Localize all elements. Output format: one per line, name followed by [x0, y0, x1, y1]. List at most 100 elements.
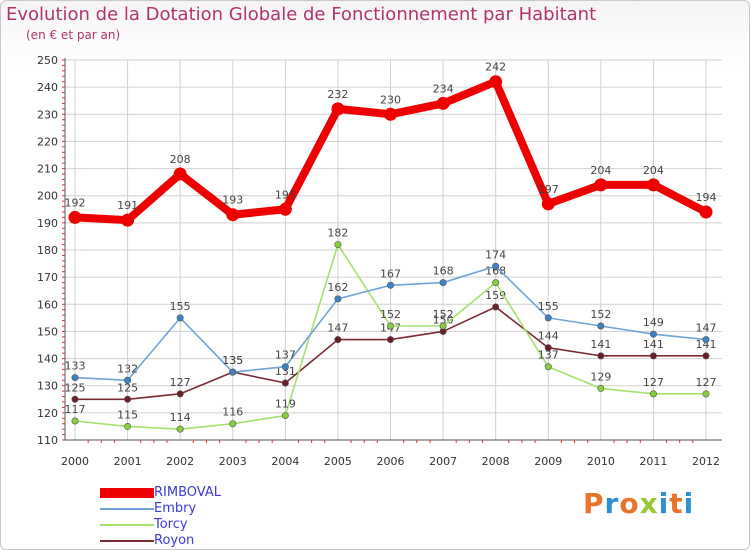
data-point-torcy: [281, 412, 289, 420]
legend-label-torcy: Torcy: [154, 517, 188, 532]
x-tick-label: 2006: [377, 455, 405, 468]
data-point-embry: [544, 314, 552, 322]
y-tick-label: 170: [37, 271, 58, 284]
y-tick-label: 120: [37, 407, 58, 420]
data-label-torcy: 127: [643, 376, 664, 389]
y-tick-label: 240: [37, 81, 58, 94]
data-label-embry: 147: [696, 322, 717, 335]
data-point-royon: [334, 336, 342, 344]
data-point-torcy: [597, 384, 605, 392]
data-label-royon: 141: [696, 338, 717, 351]
x-tick-label: 2003: [219, 455, 247, 468]
data-label-torcy: 114: [170, 411, 191, 424]
x-tick-label: 2000: [61, 455, 89, 468]
y-tick-label: 250: [37, 54, 58, 67]
data-point-embry: [71, 374, 79, 382]
data-point-royon: [492, 303, 500, 311]
data-point-rimboval: [173, 167, 187, 181]
y-tick-label: 110: [37, 434, 58, 447]
data-point-torcy: [176, 425, 184, 433]
data-label-torcy: 152: [380, 308, 401, 321]
data-label-rimboval: 204: [590, 164, 611, 177]
data-label-royon: 135: [222, 354, 243, 367]
chart-legend: RIMBOVAL Embry Torcy Royon: [100, 485, 221, 549]
data-point-rimboval: [121, 213, 135, 227]
data-label-torcy: 119: [275, 398, 296, 411]
data-point-embry: [281, 363, 289, 371]
legend-swatch-rimboval: [100, 488, 154, 498]
x-tick-label: 2011: [639, 455, 667, 468]
logo-letter: P: [583, 487, 605, 520]
data-label-royon: 144: [538, 330, 559, 343]
data-point-embry: [439, 279, 447, 287]
data-point-embry: [702, 336, 710, 344]
x-tick-label: 2012: [692, 455, 720, 468]
data-point-embry: [649, 330, 657, 338]
data-point-rimboval: [594, 178, 608, 192]
x-tick-label: 2007: [429, 455, 457, 468]
data-label-rimboval: 232: [327, 88, 348, 101]
logo-letter: o: [619, 487, 640, 520]
x-tick-label: 2009: [534, 455, 562, 468]
data-label-embry: 137: [275, 349, 296, 362]
data-label-embry: 152: [590, 308, 611, 321]
logo-letter: i: [683, 487, 695, 520]
legend-swatch-torcy: [100, 524, 154, 526]
data-point-torcy: [124, 422, 132, 430]
data-label-torcy: 117: [65, 403, 86, 416]
data-label-royon: 125: [65, 381, 86, 394]
data-label-embry: 132: [117, 362, 138, 375]
x-tick-label: 2005: [324, 455, 352, 468]
logo-letter: x: [639, 487, 659, 520]
x-tick-label: 2002: [166, 455, 194, 468]
y-tick-label: 210: [37, 163, 58, 176]
data-point-torcy: [71, 417, 79, 425]
data-label-embry: 174: [485, 248, 506, 261]
y-tick-label: 180: [37, 244, 58, 257]
x-tick-label: 2008: [482, 455, 510, 468]
data-label-royon: 147: [327, 322, 348, 335]
data-label-torcy: 115: [117, 408, 138, 421]
y-tick-label: 190: [37, 217, 58, 230]
logo-letter: i: [658, 487, 670, 520]
x-tick-label: 2010: [587, 455, 615, 468]
legend-label-royon: Royon: [154, 533, 195, 548]
data-label-embry: 167: [380, 267, 401, 280]
data-point-royon: [71, 395, 79, 403]
legend-item-rimboval: RIMBOVAL: [100, 485, 221, 501]
data-point-rimboval: [68, 210, 82, 224]
data-point-torcy: [439, 322, 447, 330]
data-label-rimboval: 193: [222, 194, 243, 207]
y-tick-label: 200: [37, 190, 58, 203]
data-point-rimboval: [331, 102, 345, 116]
data-point-torcy: [649, 390, 657, 398]
data-point-embry: [229, 368, 237, 376]
legend-item-torcy: Torcy: [100, 517, 221, 533]
y-tick-label: 220: [37, 135, 58, 148]
data-point-rimboval: [699, 205, 713, 219]
data-label-torcy: 137: [538, 349, 559, 362]
data-point-rimboval: [646, 178, 660, 192]
data-label-embry: 149: [643, 316, 664, 329]
y-tick-label: 140: [37, 353, 58, 366]
data-label-royon: 141: [590, 338, 611, 351]
data-label-royon: 141: [643, 338, 664, 351]
legend-item-royon: Royon: [100, 533, 221, 549]
data-label-embry: 162: [327, 281, 348, 294]
proxiti-logo: Proxiti: [583, 487, 694, 520]
data-label-torcy: 182: [327, 227, 348, 240]
x-tick-label: 2004: [271, 455, 299, 468]
legend-label-rimboval: RIMBOVAL: [154, 485, 221, 500]
data-point-royon: [649, 352, 657, 360]
data-point-royon: [176, 390, 184, 398]
data-label-torcy: 152: [433, 308, 454, 321]
data-point-torcy: [386, 322, 394, 330]
chart-title: Evolution de la Dotation Globale de Fonc…: [6, 4, 597, 25]
data-label-royon: 150: [433, 313, 454, 326]
data-point-rimboval: [541, 197, 555, 211]
data-label-torcy: 129: [590, 370, 611, 383]
data-label-embry: 155: [170, 300, 191, 313]
data-point-embry: [176, 314, 184, 322]
